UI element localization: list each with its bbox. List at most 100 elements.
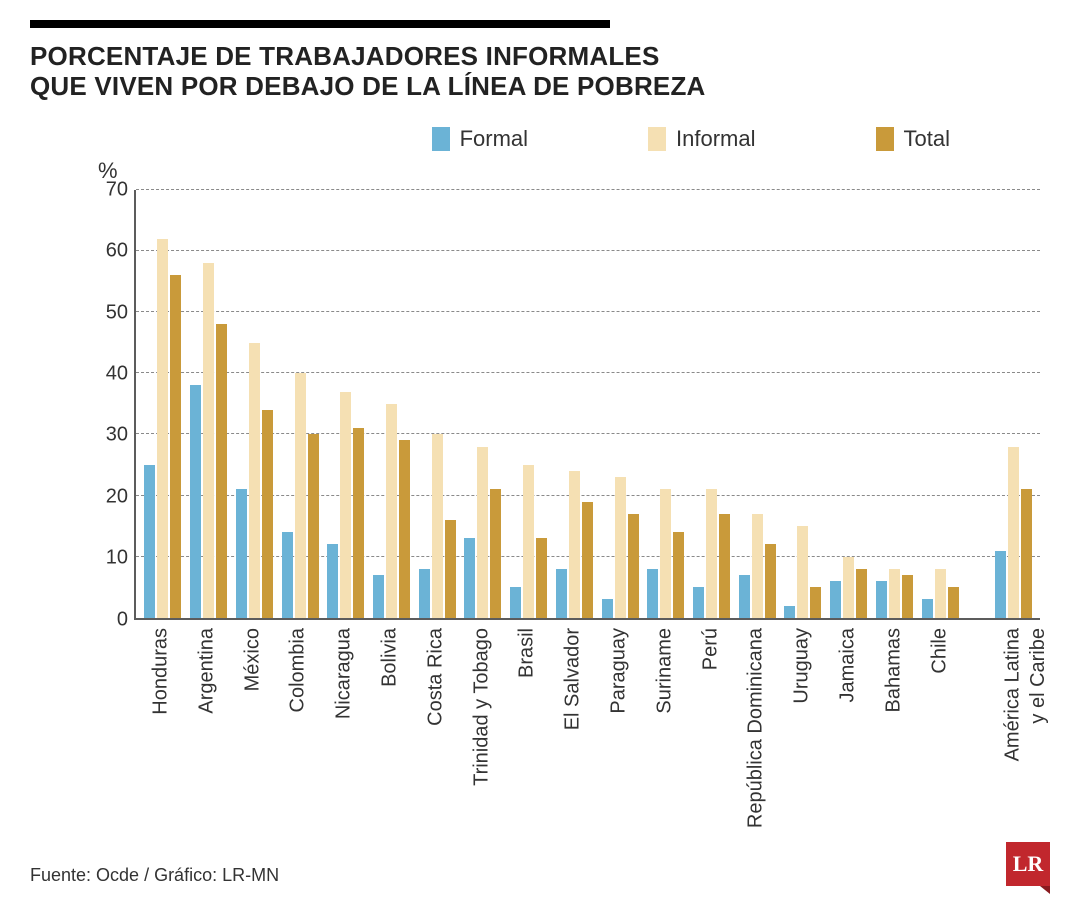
x-label: Jamaica	[825, 628, 871, 848]
publisher-logo: LR	[1006, 842, 1050, 886]
bar-total	[353, 428, 364, 618]
legend-label-total: Total	[904, 126, 950, 152]
x-label: Perú	[688, 628, 734, 848]
y-axis-unit: %	[98, 158, 1050, 184]
x-label-text: México	[241, 628, 264, 691]
y-tick-label: 60	[80, 240, 128, 263]
legend: Formal Informal Total	[30, 126, 1050, 152]
x-label-text: Perú	[699, 628, 722, 670]
bar-total	[216, 324, 227, 617]
x-label: Nicaragua	[321, 628, 367, 848]
bar-group	[414, 190, 460, 618]
source-text: Fuente: Ocde / Gráfico: LR-MN	[30, 865, 279, 886]
bar-group	[551, 190, 597, 618]
y-tick-label: 30	[80, 424, 128, 447]
bar-formal	[282, 532, 293, 618]
x-label-text: Bolivia	[378, 628, 401, 687]
chart-area: 010203040506070	[80, 190, 1040, 620]
x-label-text: Brasil	[516, 628, 539, 678]
bar-informal	[157, 239, 168, 618]
x-label-text: Chile	[928, 628, 951, 674]
bar-informal	[386, 404, 397, 618]
x-label: Brasil	[505, 628, 551, 848]
bar-total	[948, 587, 959, 618]
group-gap	[963, 190, 990, 618]
x-label-text: Suriname	[653, 628, 676, 714]
x-label: Colombia	[275, 628, 321, 848]
bar-informal	[935, 569, 946, 618]
bar-total	[262, 410, 273, 618]
bar-formal	[236, 489, 247, 617]
x-label-text: Paraguay	[608, 628, 631, 714]
x-label-text: Argentina	[195, 628, 218, 714]
bar-formal	[464, 538, 475, 617]
bar-total	[399, 440, 410, 617]
x-label-text: Honduras	[149, 628, 172, 715]
bar-group	[734, 190, 780, 618]
legend-item-informal: Informal	[648, 126, 755, 152]
bar-formal	[556, 569, 567, 618]
bar-total	[582, 502, 593, 618]
bar-total	[856, 569, 867, 618]
x-label-text-2: y el Caribe	[1027, 628, 1050, 724]
bar-group	[277, 190, 323, 618]
bar-formal	[327, 544, 338, 617]
y-tick-label: 40	[80, 363, 128, 386]
bar-group	[186, 190, 232, 618]
x-label: Honduras	[138, 628, 184, 848]
x-label: Trinidad y Tobago	[459, 628, 505, 848]
legend-label-informal: Informal	[676, 126, 755, 152]
bar-informal	[660, 489, 671, 617]
bar-formal	[144, 465, 155, 618]
title-line-1: PORCENTAJE DE TRABAJADORES INFORMALES	[30, 41, 660, 71]
bar-formal	[876, 581, 887, 618]
x-label-text: Bahamas	[882, 628, 905, 713]
x-label: Chile	[917, 628, 963, 848]
bar-group	[643, 190, 689, 618]
bar-total	[673, 532, 684, 618]
swatch-informal	[648, 127, 666, 151]
x-label: Costa Rica	[413, 628, 459, 848]
bar-formal	[995, 551, 1006, 618]
bar-formal	[830, 581, 841, 618]
plot-area	[134, 190, 1040, 620]
bar-group	[597, 190, 643, 618]
x-label-text: Trinidad y Tobago	[470, 628, 493, 786]
bar-informal	[203, 263, 214, 618]
bar-informal	[752, 514, 763, 618]
x-label-text: América Latina	[1002, 628, 1025, 761]
bar-informal	[615, 477, 626, 618]
footer: Fuente: Ocde / Gráfico: LR-MN LR	[30, 842, 1050, 886]
bar-informal	[340, 392, 351, 618]
x-label-text: Jamaica	[837, 628, 860, 702]
bar-informal	[1008, 447, 1019, 618]
bar-total	[170, 275, 181, 617]
x-label: República Dominicana	[734, 628, 780, 848]
x-label: Bahamas	[871, 628, 917, 848]
bar-informal	[295, 373, 306, 618]
x-labels: Honduras Argentina México ColombiaNicaragua…	[134, 620, 1040, 848]
bar-formal	[510, 587, 521, 618]
logo-text: LR	[1013, 851, 1044, 877]
bar-total	[765, 544, 776, 617]
x-label: Argentina	[184, 628, 230, 848]
bar-total	[1021, 489, 1032, 617]
bar-informal	[843, 557, 854, 618]
bar-total	[810, 587, 821, 618]
y-tick-label: 70	[80, 178, 128, 201]
bar-group	[506, 190, 552, 618]
title-line-2: QUE VIVEN POR DEBAJO DE LA LÍNEA DE POBR…	[30, 71, 706, 101]
bar-group	[231, 190, 277, 618]
xlabel-gap	[963, 628, 990, 848]
y-tick-label: 50	[80, 301, 128, 324]
x-label: México	[230, 628, 276, 848]
bar-formal	[784, 606, 795, 618]
bar-formal	[602, 599, 613, 617]
y-tick-label: 20	[80, 485, 128, 508]
swatch-formal	[432, 127, 450, 151]
legend-item-total: Total	[876, 126, 950, 152]
bar-total	[308, 434, 319, 617]
bar-formal	[693, 587, 704, 618]
bar-total	[902, 575, 913, 618]
bar-formal	[373, 575, 384, 618]
